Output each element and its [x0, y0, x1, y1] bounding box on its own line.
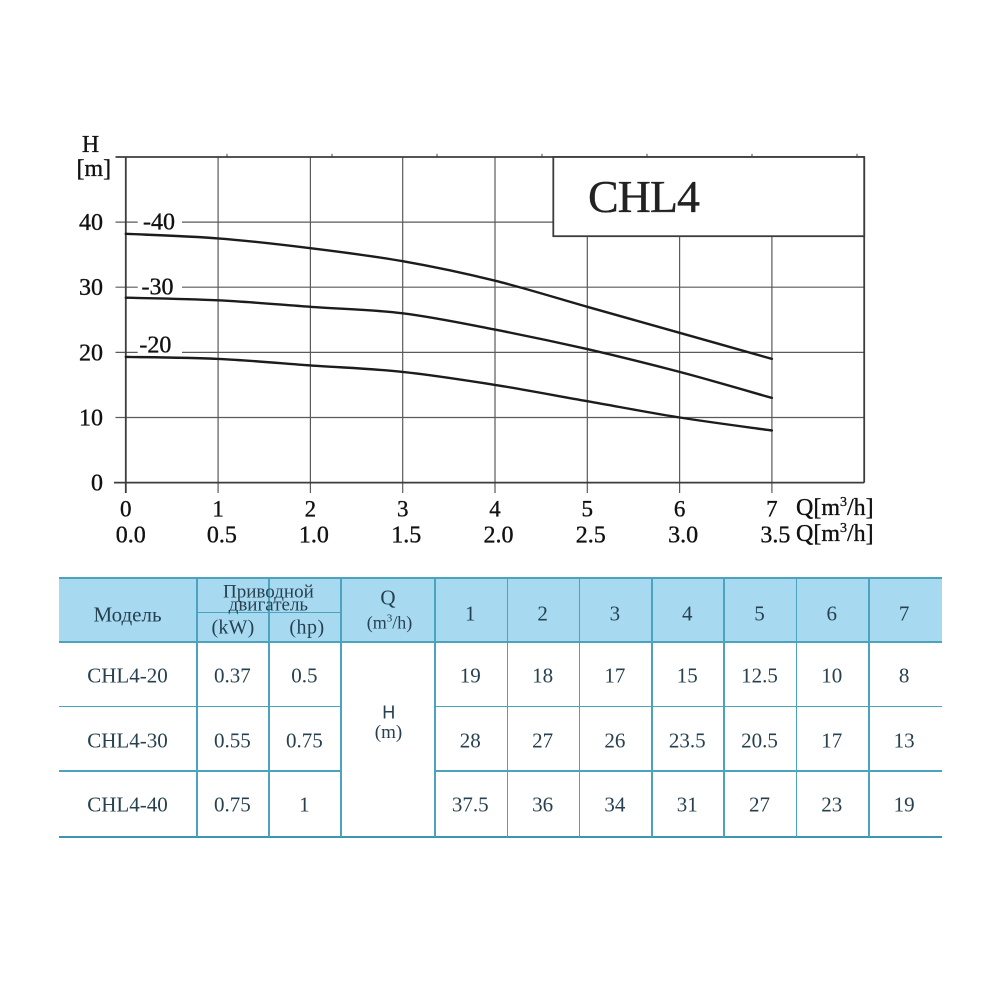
- svg-text:5: 5: [582, 497, 594, 522]
- svg-text:40: 40: [79, 210, 103, 236]
- svg-text:-40: -40: [143, 210, 175, 236]
- svg-text:3.5: 3.5: [760, 523, 790, 549]
- svg-text:30: 30: [79, 275, 103, 301]
- svg-text:6: 6: [674, 497, 686, 522]
- svg-text:3: 3: [397, 497, 409, 522]
- svg-text:-30: -30: [142, 275, 174, 301]
- svg-text:[m]: [m]: [76, 156, 111, 182]
- svg-text:10: 10: [79, 406, 103, 432]
- svg-text:2.5: 2.5: [576, 523, 606, 549]
- svg-text:1: 1: [212, 497, 224, 522]
- svg-text:2.0: 2.0: [484, 523, 514, 549]
- svg-text:0.0: 0.0: [116, 523, 146, 549]
- svg-text:1.0: 1.0: [299, 523, 329, 549]
- svg-text:H: H: [82, 132, 99, 158]
- svg-text:0: 0: [120, 497, 132, 522]
- svg-text:7: 7: [766, 497, 778, 522]
- svg-text:20: 20: [79, 340, 103, 366]
- svg-text:-20: -20: [139, 332, 171, 358]
- svg-text:0.5: 0.5: [207, 523, 237, 549]
- svg-text:Q[m3/h]: Q[m3/h]: [796, 495, 874, 521]
- svg-text:CHL4: CHL4: [588, 171, 700, 222]
- svg-text:3.0: 3.0: [668, 523, 698, 549]
- svg-text:4: 4: [489, 497, 501, 522]
- svg-text:0: 0: [91, 471, 103, 497]
- svg-text:2: 2: [305, 497, 317, 522]
- svg-text:1.5: 1.5: [391, 523, 421, 549]
- svg-text:Q[m3/h]: Q[m3/h]: [796, 521, 874, 547]
